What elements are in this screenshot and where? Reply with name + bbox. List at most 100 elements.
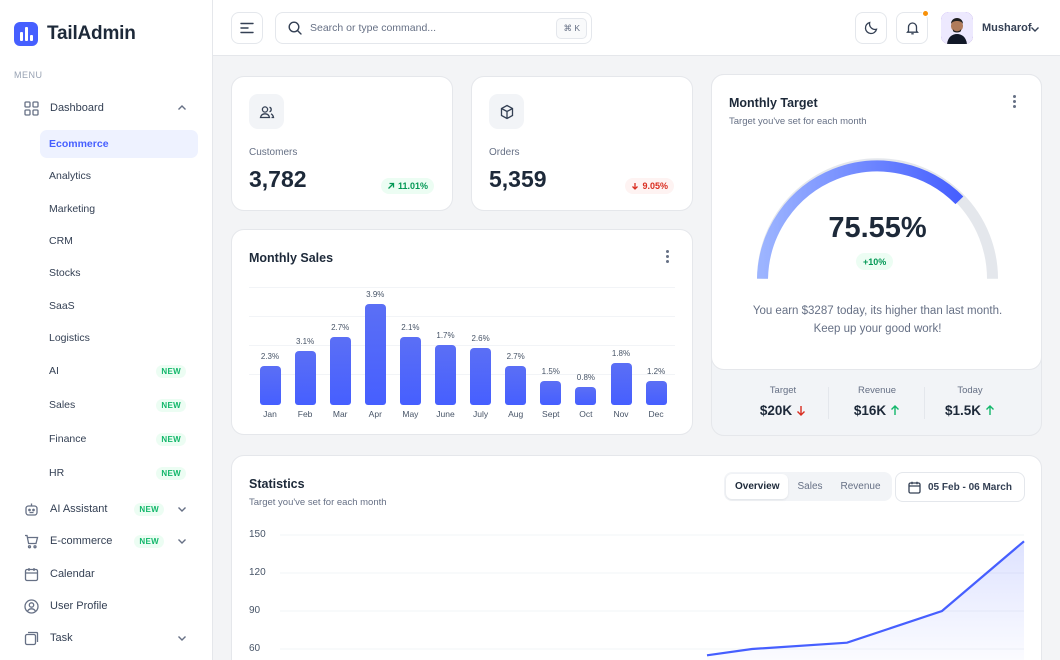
app-name: TailAdmin bbox=[47, 23, 136, 44]
bar-oct[interactable] bbox=[575, 387, 597, 405]
sidebar-item-ai-assistant[interactable]: AI Assistant NEW bbox=[14, 495, 198, 523]
card-title: Monthly Target bbox=[729, 96, 818, 110]
bar-aug[interactable] bbox=[505, 366, 527, 405]
sidebar-subitem-logistics[interactable]: Logistics bbox=[40, 324, 198, 352]
new-badge: NEW bbox=[156, 365, 186, 378]
gauge-value: 75.55% bbox=[828, 212, 927, 244]
sidebar-subitem-ecommerce[interactable]: Ecommerce bbox=[40, 130, 198, 158]
new-badge: NEW bbox=[156, 467, 186, 480]
bar-july[interactable] bbox=[470, 348, 492, 405]
chevron-down-icon bbox=[178, 539, 186, 544]
radial-gauge bbox=[757, 158, 998, 279]
sidebar: TailAdmin MENU Dashboard Ecommerce Analy… bbox=[0, 0, 213, 660]
sidebar-subitem-analytics[interactable]: Analytics bbox=[40, 162, 198, 190]
bar-value-label: 3.9% bbox=[366, 290, 385, 300]
new-badge: NEW bbox=[156, 399, 186, 412]
sidebar-item-task[interactable]: Task bbox=[14, 624, 198, 652]
change-badge: 11.01% bbox=[380, 178, 434, 194]
sidebar-subitem-label: Analytics bbox=[49, 170, 92, 182]
stat-value: $20K bbox=[759, 403, 793, 418]
bar-value-label: 1.8% bbox=[611, 349, 631, 358]
user-circle-icon bbox=[23, 598, 40, 615]
metric-label: Orders bbox=[489, 147, 520, 158]
calendar-icon bbox=[908, 481, 921, 494]
sidebar-subitem-label: Stocks bbox=[49, 267, 81, 279]
bar-jan[interactable] bbox=[259, 366, 281, 405]
top-header: Search or type command... ⌘ K Musharof bbox=[213, 0, 1060, 56]
bar-apr[interactable] bbox=[364, 304, 386, 405]
task-icon bbox=[23, 630, 40, 647]
x-axis-tick: Jan bbox=[263, 409, 277, 419]
gauge-change-badge: +10% bbox=[856, 253, 894, 270]
x-axis-tick: Dec bbox=[648, 409, 664, 419]
sidebar-subitem-ai[interactable]: AI NEW bbox=[40, 357, 198, 385]
today-stat: Today $1.5K bbox=[920, 385, 1020, 418]
new-badge: NEW bbox=[134, 535, 164, 548]
sidebar-subitem-hr[interactable]: HR NEW bbox=[40, 459, 198, 487]
sidebar-subitem-stocks[interactable]: Stocks bbox=[40, 259, 198, 287]
stat-value: $16K bbox=[853, 403, 887, 418]
target-stat: Target $20K bbox=[733, 385, 833, 418]
bar-feb[interactable] bbox=[294, 351, 316, 405]
metric-card-customers: Customers 3,782 11.01% bbox=[231, 76, 453, 211]
menu-section-label: MENU bbox=[14, 70, 43, 80]
avatar[interactable] bbox=[941, 12, 973, 44]
statistics-tabs: Overview Sales Revenue bbox=[724, 472, 892, 501]
sidebar-item-user-profile[interactable]: User Profile bbox=[14, 592, 198, 620]
y-axis-tick: 90 bbox=[249, 605, 261, 616]
sidebar-item-dashboard[interactable]: Dashboard bbox=[14, 94, 198, 122]
sidebar-subitem-sales[interactable]: Sales NEW bbox=[40, 391, 198, 419]
sidebar-item-label: Calendar bbox=[50, 568, 95, 580]
card-subtitle: Target you've set for each month bbox=[729, 116, 867, 127]
y-axis-tick: 120 bbox=[249, 567, 266, 578]
card-title: Monthly Sales bbox=[249, 251, 334, 265]
chevron-up-icon bbox=[178, 105, 186, 110]
bell-icon bbox=[905, 22, 919, 35]
arrow-up-icon bbox=[891, 405, 900, 415]
bar-dec[interactable] bbox=[645, 380, 667, 405]
tab-revenue[interactable]: Revenue bbox=[840, 481, 881, 492]
sidebar-subitem-saas[interactable]: SaaS bbox=[40, 292, 198, 320]
x-axis-tick: Sept bbox=[542, 409, 560, 419]
more-options-icon[interactable] bbox=[660, 249, 674, 263]
sidebar-subitem-label: AI bbox=[49, 365, 59, 377]
tab-overview[interactable]: Overview bbox=[726, 474, 789, 499]
bar-sept[interactable] bbox=[540, 380, 562, 405]
sidebar-subitem-finance[interactable]: Finance NEW bbox=[40, 425, 198, 453]
x-axis-tick: Feb bbox=[297, 409, 313, 419]
gauge-fill bbox=[757, 160, 964, 279]
search-icon bbox=[288, 21, 302, 35]
metric-value: 3,782 bbox=[249, 166, 307, 192]
search-placeholder: Search or type command... bbox=[310, 22, 437, 34]
x-axis-tick: May bbox=[402, 409, 419, 419]
bar-may[interactable] bbox=[399, 336, 421, 405]
date-range-picker[interactable]: 05 Feb - 06 March bbox=[895, 472, 1025, 502]
search-input[interactable]: Search or type command... ⌘ K bbox=[275, 12, 592, 44]
statistics-card: Statistics Target you've set for each mo… bbox=[231, 455, 1042, 660]
chevron-down-icon[interactable] bbox=[1029, 23, 1041, 35]
sidebar-toggle-button[interactable] bbox=[231, 12, 263, 44]
more-options-icon[interactable] bbox=[1007, 94, 1021, 108]
sidebar-item-ecommerce[interactable]: E-commerce NEW bbox=[14, 527, 198, 555]
sidebar-subitem-marketing[interactable]: Marketing bbox=[40, 195, 198, 223]
notifications-button[interactable] bbox=[896, 10, 929, 44]
app-logo[interactable]: TailAdmin bbox=[14, 22, 136, 46]
bar-value-label: 1.2% bbox=[646, 366, 666, 376]
bar-june[interactable] bbox=[435, 345, 456, 405]
bar-mar[interactable] bbox=[329, 336, 351, 405]
x-axis-tick: Aug bbox=[508, 409, 524, 419]
stat-label: Today bbox=[957, 385, 983, 396]
bar-value-label: 2.7% bbox=[331, 322, 350, 332]
y-axis-tick: 60 bbox=[249, 643, 261, 654]
user-name[interactable]: Musharof bbox=[982, 22, 1032, 34]
change-badge: 9.05% bbox=[625, 178, 674, 194]
calendar-icon bbox=[23, 566, 40, 583]
monthly-sales-card: Monthly Sales 2.3% Jan 3.1% Feb 2.7% Mar 3.9% A… bbox=[231, 229, 693, 435]
sidebar-subitem-label: Logistics bbox=[49, 332, 90, 344]
stat-value: $1.5K bbox=[944, 403, 982, 418]
sidebar-item-calendar[interactable]: Calendar bbox=[14, 560, 198, 588]
bar-nov[interactable] bbox=[610, 363, 632, 405]
sidebar-subitem-crm[interactable]: CRM bbox=[40, 227, 198, 255]
tab-sales[interactable]: Sales bbox=[797, 481, 823, 492]
dark-mode-toggle[interactable] bbox=[855, 12, 887, 44]
